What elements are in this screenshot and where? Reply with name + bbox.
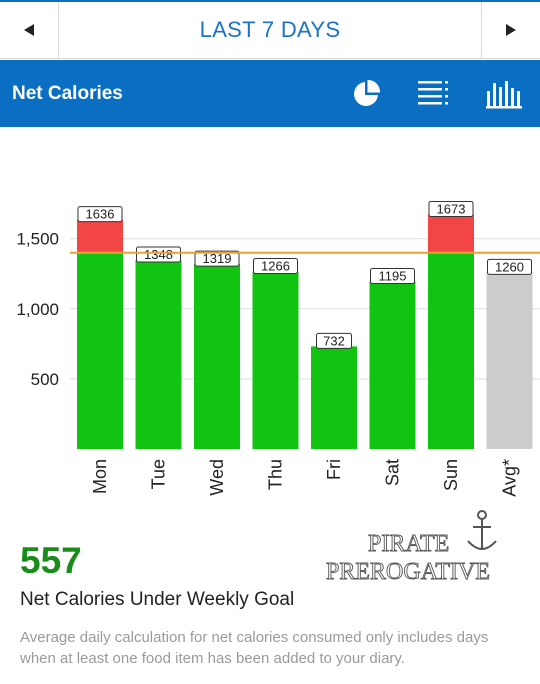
net-calories-under-goal-label: Net Calories Under Weekly Goal [20,589,295,610]
list-icon [418,80,448,104]
data-label: 1673 [437,201,466,216]
date-range-title[interactable]: LAST 7 DAYS [199,17,341,42]
average-footnote: Average daily calculation for net calori… [20,629,489,667]
watermark-logo: PIRATE PREROGATIVE [322,505,532,585]
data-label: 1319 [203,251,232,266]
x-tick-label: Sun [441,459,461,491]
list-view-button[interactable] [416,76,452,112]
bar-under-goal [428,252,474,449]
y-tick-label: 500 [31,370,59,389]
data-label-box [316,332,352,349]
pie-chart-icon [354,79,381,106]
bar-group: 1319 [194,250,240,449]
data-label: 1195 [379,268,407,283]
x-tick-label: Fri [324,459,344,480]
data-label-box [77,206,123,223]
data-label-box [194,250,240,267]
bar-group: 732 [311,332,357,449]
bar-group: 1348 [135,246,182,449]
bar-under-goal [252,271,299,449]
x-tick-label: Mon [90,459,110,494]
anchor-icon [467,510,497,550]
triangle-left-icon [24,24,34,36]
net-calories-under-goal-value: 557 [20,540,82,581]
report-title: Net Calories [12,82,123,104]
bar-under-goal [194,264,240,449]
data-label-box [136,246,181,263]
data-label-box [487,258,532,275]
data-label: 732 [323,333,345,348]
bar-group: 1260 [486,258,533,449]
date-range-navigator: LAST 7 DAYS [0,0,540,59]
data-label: 1260 [495,259,524,274]
data-label: 1348 [144,247,173,262]
data-label-box [428,200,474,217]
triangle-right-icon [506,24,516,36]
y-tick-label: 1,000 [16,300,59,319]
x-tick-label: Tue [149,459,169,489]
x-tick-label: Wed [207,459,227,496]
next-range-button[interactable] [481,2,540,58]
data-label: 1266 [261,259,290,274]
watermark-line-2: PREROGATIVE [326,559,490,585]
x-tick-label: Sat [383,459,403,486]
bar-average [486,272,533,449]
net-calories-chart: 500 1,000 1,500 1636 Mon 1348 Tue 1319 Wed 1266 Th… [0,127,540,522]
bar-chart-icon [486,80,522,108]
bar-over-goal [77,219,123,253]
watermark-line-1: PIRATE [368,531,449,557]
x-tick-label: Avg* [500,459,520,497]
bar-under-goal [369,281,416,449]
bar-group: 1673 [428,200,474,449]
x-tick-label: Thu [266,459,286,490]
y-tick-label: 1,500 [16,230,59,249]
report-header: Net Calories [0,60,540,127]
bar-under-goal [311,346,357,449]
bar-group: 1266 [252,258,299,449]
data-label-box [253,258,298,275]
bar-chart-view-button[interactable] [486,76,522,112]
data-label: 1636 [86,207,115,222]
chart-canvas: 500 1,000 1,500 1636 Mon 1348 Tue 1319 Wed 1266 Th… [16,200,540,497]
bar-under-goal [135,260,182,449]
previous-range-button[interactable] [0,2,59,58]
bar-group: 1636 [77,206,123,449]
bar-group: 1195 [369,267,416,449]
bar-over-goal [428,214,474,253]
data-label-box [370,267,415,284]
pie-chart-view-button[interactable] [348,76,384,112]
bar-under-goal [77,252,123,449]
